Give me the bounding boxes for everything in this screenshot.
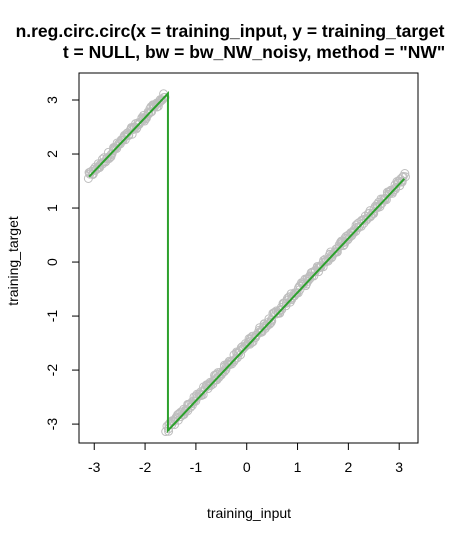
chart-title-line1: n.reg.circ.circ(x = training_input, y = … (16, 21, 445, 41)
y-tick-label: 2 (44, 150, 60, 158)
fit-line (88, 91, 406, 434)
y-tick-label: 3 (44, 96, 60, 104)
data-point (191, 396, 201, 406)
x-tick-label: 3 (395, 459, 403, 475)
data-point (157, 95, 167, 105)
data-point (160, 92, 170, 102)
x-tick-label: 2 (344, 459, 352, 475)
data-point (400, 169, 410, 179)
plot-frame (78, 72, 419, 444)
y-tick-label: -2 (44, 364, 60, 377)
x-axis-title: training_input (207, 505, 291, 521)
x-tick-label: -3 (88, 459, 101, 475)
data-point (147, 107, 157, 117)
x-tick-label: -2 (139, 459, 152, 475)
fit-line-layer (88, 91, 406, 434)
chart-title-line2: t = NULL, bw = bw_NW_noisy, method = "NW… (63, 42, 445, 62)
y-tick-label: 1 (44, 204, 60, 212)
data-point (152, 102, 162, 112)
x-axis: -3 -2 -1 0 1 2 3 (88, 442, 403, 475)
y-axis-title: training_target (5, 216, 21, 306)
x-tick-label: 1 (294, 459, 302, 475)
data-point (245, 339, 255, 349)
data-point (141, 113, 151, 123)
x-tick-label: -1 (190, 459, 203, 475)
y-tick-label: -3 (44, 418, 60, 431)
y-axis: -3 -2 -1 0 1 2 3 (44, 96, 80, 431)
y-tick-label: -1 (44, 310, 60, 323)
points-layer (83, 89, 410, 437)
data-point (400, 172, 410, 182)
x-tick-label: 0 (243, 459, 251, 475)
data-point (227, 359, 237, 369)
y-tick-label: 0 (44, 258, 60, 266)
